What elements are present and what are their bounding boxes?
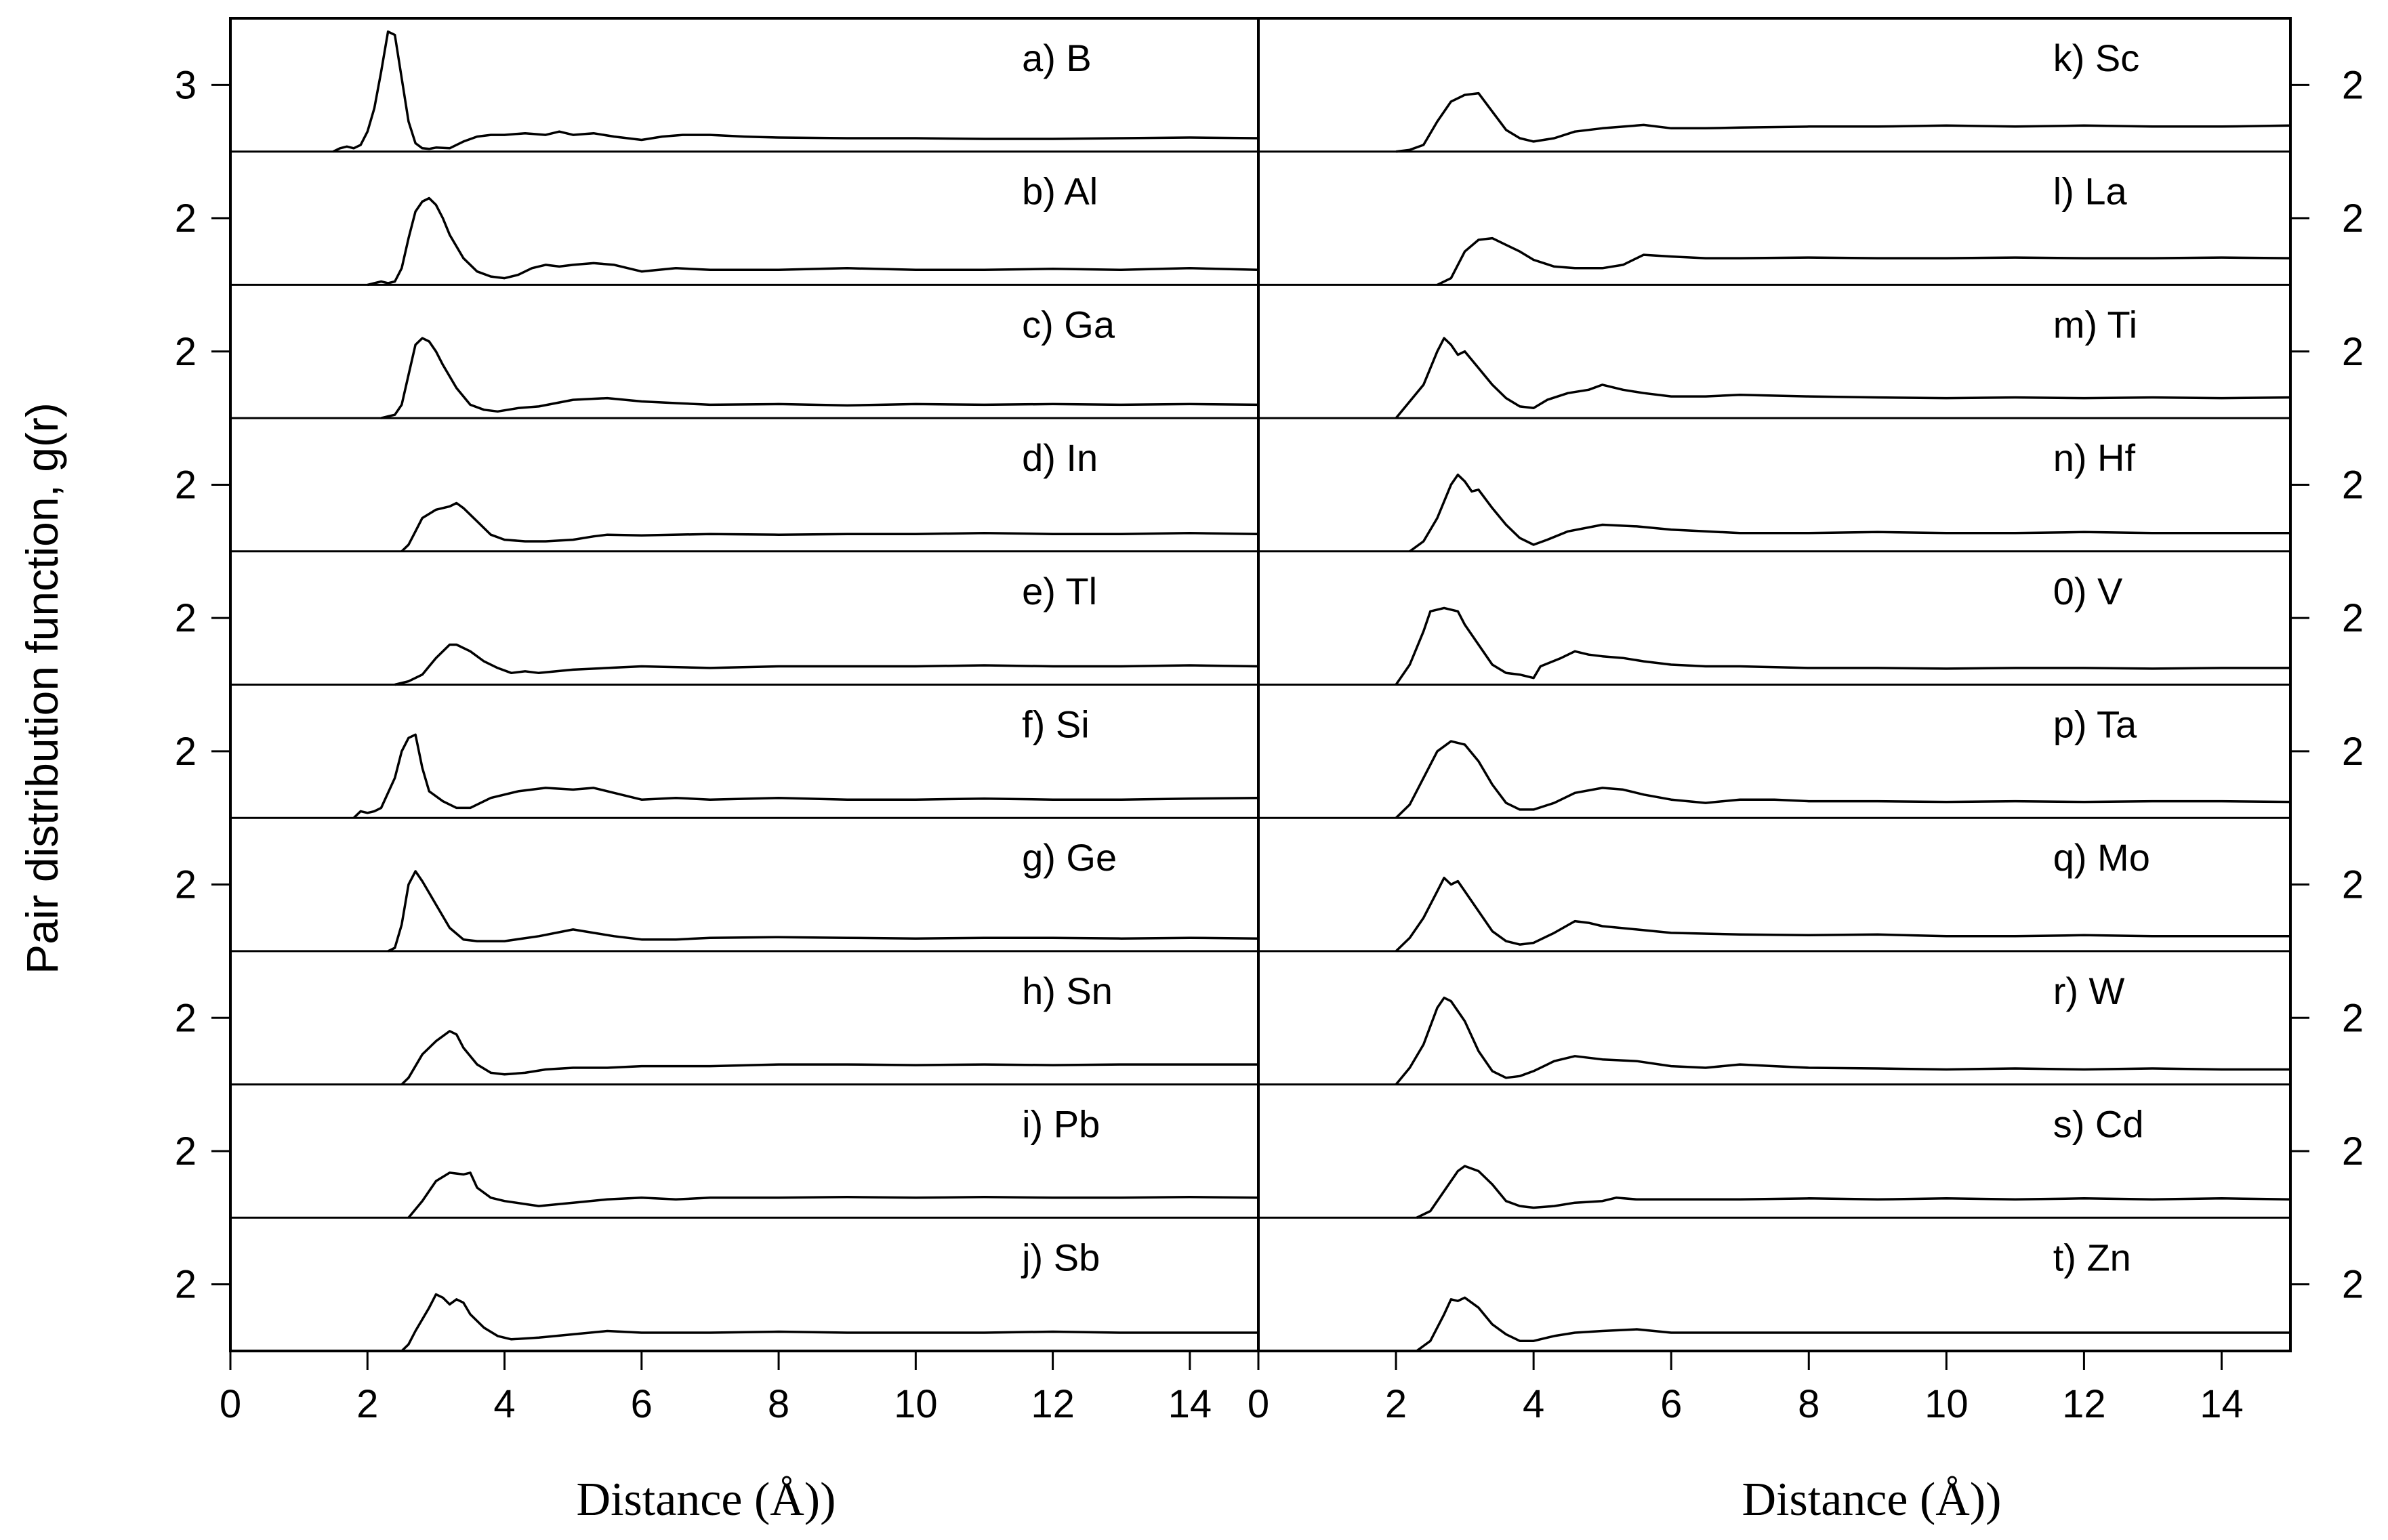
y-tick-label: 2 bbox=[175, 996, 197, 1040]
panel-label: 0) V bbox=[2053, 570, 2123, 612]
y-tick-label: 2 bbox=[2342, 1263, 2364, 1307]
series-line-g-ge bbox=[387, 870, 1259, 953]
y-tick-label: 2 bbox=[2342, 196, 2364, 241]
y-axis-label: Pair distribution function, g(r) bbox=[17, 402, 67, 974]
series-line-f-si bbox=[352, 733, 1259, 819]
series-line-a-b bbox=[332, 30, 1259, 153]
panel-label: q) Mo bbox=[2053, 836, 2150, 879]
series-line-i-pb bbox=[407, 1171, 1259, 1219]
x-tick-label: 2 bbox=[1385, 1382, 1407, 1426]
panel-label: i) Pb bbox=[1022, 1103, 1100, 1146]
series-line-r-w bbox=[1395, 996, 2290, 1085]
y-tick-label: 2 bbox=[175, 1129, 197, 1173]
x-tick-label: 8 bbox=[1798, 1382, 1819, 1426]
y-tick-label: 2 bbox=[175, 330, 197, 374]
y-tick-label: 2 bbox=[175, 596, 197, 640]
panel-label: l) La bbox=[2053, 170, 2128, 213]
panel-label: e) Tl bbox=[1022, 570, 1097, 612]
panel-label: k) Sc bbox=[2053, 37, 2140, 79]
y-tick-label: 2 bbox=[175, 463, 197, 507]
series-line-k-sc bbox=[1395, 91, 2291, 153]
x-tick-label: 2 bbox=[356, 1382, 378, 1426]
y-tick-label: 2 bbox=[2342, 596, 2364, 640]
y-tick-label: 2 bbox=[175, 730, 197, 774]
series-line-b-al bbox=[367, 196, 1259, 287]
series-line-p-ta bbox=[1395, 740, 2291, 819]
series-line-e-tl bbox=[394, 643, 1259, 686]
series-line-c-ga bbox=[381, 337, 1259, 419]
panel-label: h) Sn bbox=[1022, 970, 1113, 1012]
series-line-0-v bbox=[1395, 606, 2290, 686]
x-tick-label: 6 bbox=[631, 1382, 653, 1426]
x-axis-label-left: Distance (Å)) bbox=[577, 1474, 836, 1526]
series-line-t-zn bbox=[1416, 1296, 2290, 1352]
x-tick-label: 12 bbox=[1031, 1382, 1075, 1426]
x-tick-label: 8 bbox=[768, 1382, 789, 1426]
x-tick-label: 6 bbox=[1660, 1382, 1682, 1426]
y-tick-label: 3 bbox=[175, 63, 197, 107]
panel-label: m) Ti bbox=[2053, 303, 2137, 346]
panel-label: f) Si bbox=[1022, 703, 1090, 746]
y-tick-label: 2 bbox=[2342, 330, 2364, 374]
panel-label: a) B bbox=[1022, 37, 1092, 79]
series-line-d-in bbox=[400, 501, 1259, 553]
y-tick-label: 2 bbox=[175, 196, 197, 241]
x-tick-label: 10 bbox=[1924, 1382, 1969, 1426]
panel-label: t) Zn bbox=[2053, 1236, 2131, 1278]
series-line-m-ti bbox=[1395, 337, 2291, 419]
y-tick-label: 2 bbox=[2342, 63, 2364, 107]
x-tick-label: 10 bbox=[894, 1382, 938, 1426]
x-tick-label: 14 bbox=[1168, 1382, 1212, 1426]
panel-label: j) Sb bbox=[1021, 1236, 1100, 1278]
y-tick-label: 2 bbox=[2342, 730, 2364, 774]
panel-label: d) In bbox=[1022, 436, 1098, 479]
panel-label: r) W bbox=[2053, 970, 2125, 1012]
x-tick-label: 4 bbox=[493, 1382, 515, 1426]
x-axis-label-right: Distance (Å)) bbox=[1742, 1474, 2002, 1526]
series-line-n-hf bbox=[1409, 473, 2290, 553]
panel-label: n) Hf bbox=[2053, 436, 2136, 479]
series-line-h-sn bbox=[400, 1030, 1258, 1085]
panel-label: g) Ge bbox=[1022, 836, 1117, 879]
series-line-l-la bbox=[1437, 236, 2291, 286]
series-line-j-sb bbox=[400, 1293, 1258, 1352]
x-tick-label: 0 bbox=[220, 1382, 241, 1426]
x-tick-label: 0 bbox=[1248, 1382, 1269, 1426]
panel-label: s) Cd bbox=[2053, 1103, 2144, 1146]
x-tick-label: 12 bbox=[2062, 1382, 2106, 1426]
y-tick-label: 2 bbox=[2342, 463, 2364, 507]
y-tick-label: 2 bbox=[2342, 1129, 2364, 1173]
x-tick-label: 14 bbox=[2200, 1382, 2244, 1426]
panel-label: c) Ga bbox=[1022, 303, 1115, 346]
panels-layer: a) B 3 b) Al 2 c) Ga 2 d) In 2 e) Tl 2 f) Si 2 g) Ge… bbox=[175, 17, 2364, 1426]
series-line-s-cd bbox=[1416, 1165, 2291, 1219]
panel-label: p) Ta bbox=[2053, 703, 2137, 746]
y-tick-label: 2 bbox=[175, 1263, 197, 1307]
panel-label: b) Al bbox=[1022, 170, 1098, 213]
y-tick-label: 2 bbox=[2342, 863, 2364, 907]
series-line-q-mo bbox=[1395, 876, 2290, 953]
x-tick-label: 4 bbox=[1523, 1382, 1544, 1426]
y-tick-label: 2 bbox=[2342, 996, 2364, 1040]
y-tick-label: 2 bbox=[175, 863, 197, 907]
